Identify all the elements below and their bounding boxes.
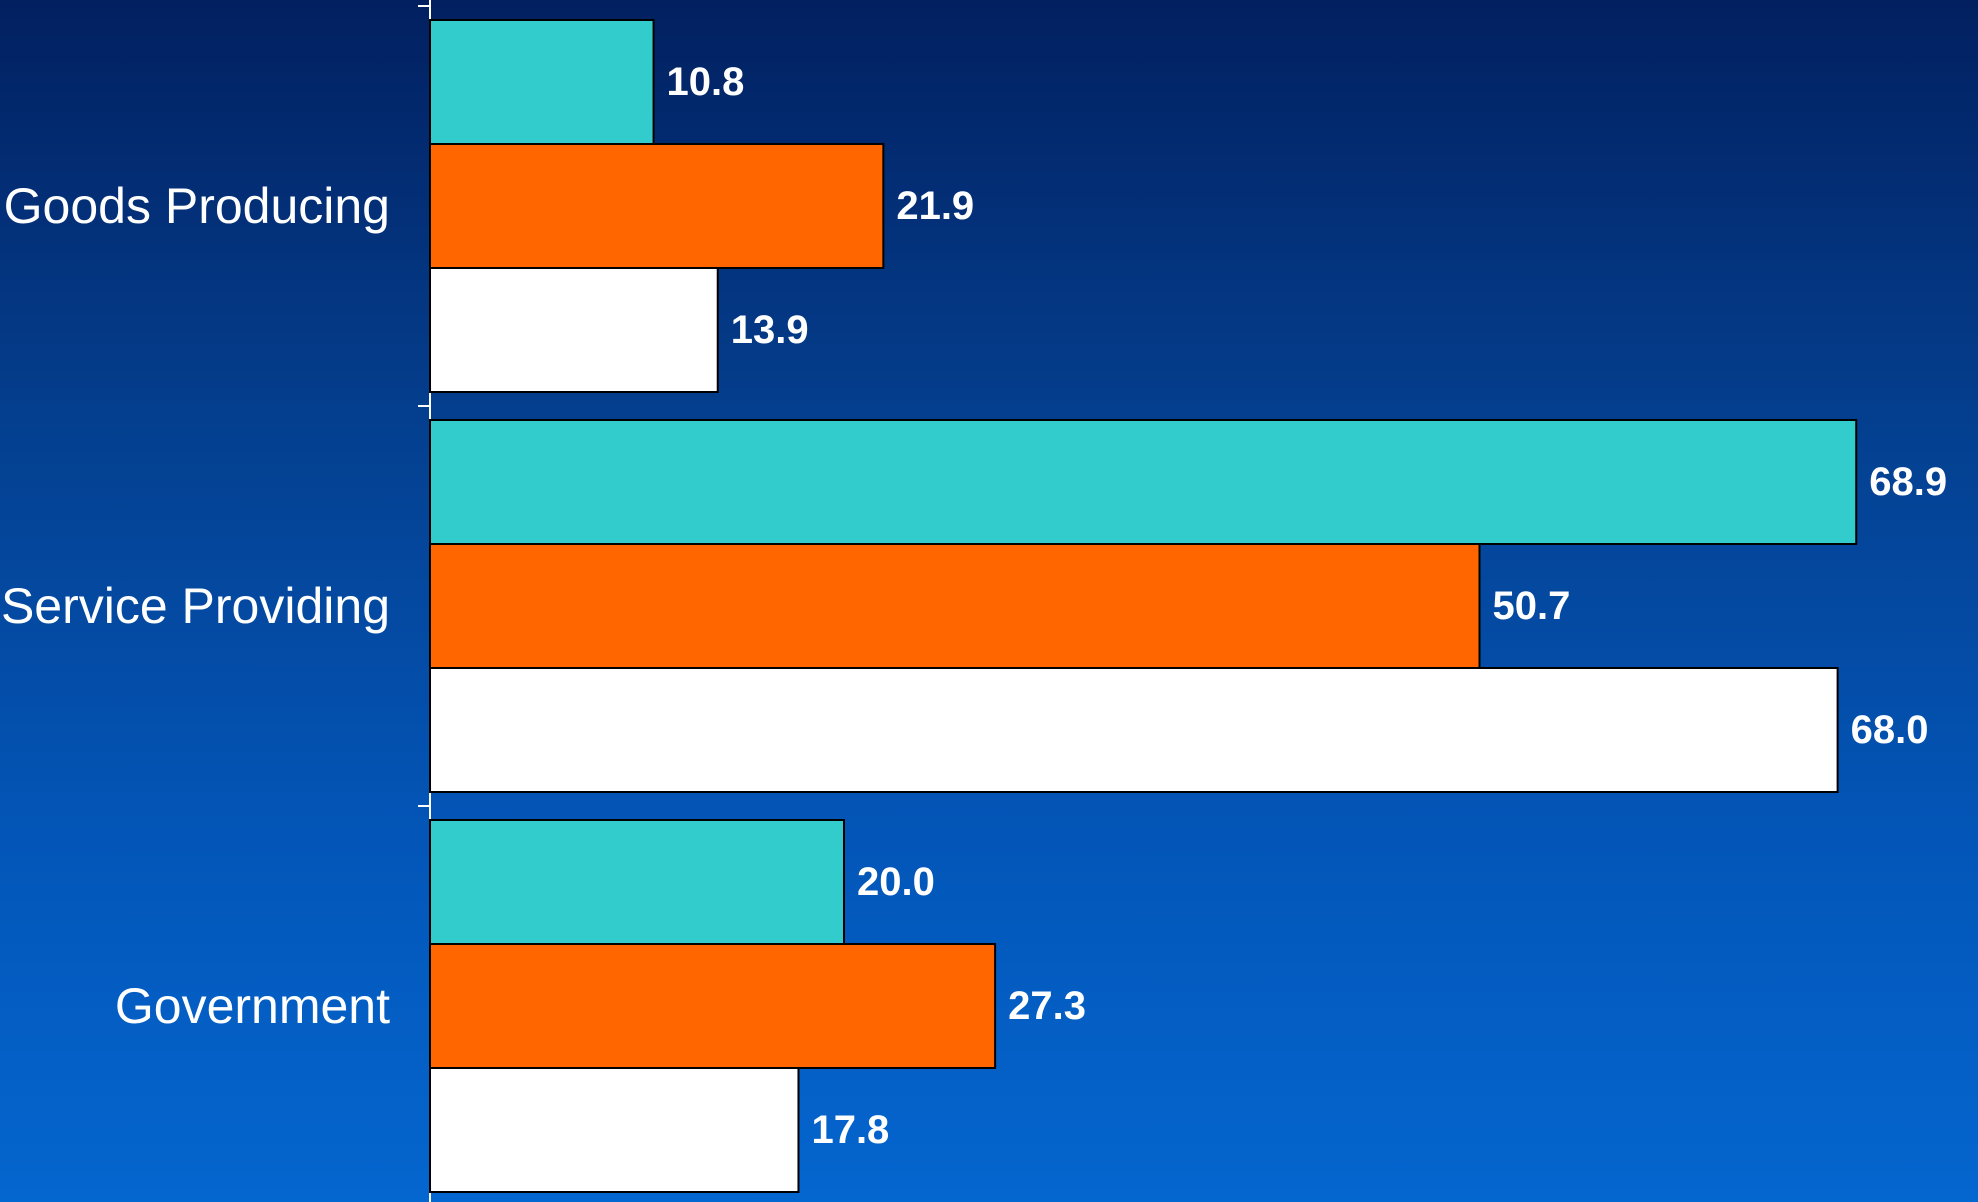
bar: [429, 419, 1858, 545]
bar: [429, 1067, 800, 1193]
bar: [429, 543, 1481, 669]
data-label: 10.8: [667, 60, 745, 104]
y-axis-group: [418, 0, 431, 1202]
data-label: 68.0: [1851, 708, 1929, 752]
bar: [429, 267, 719, 393]
data-label: 27.3: [1008, 984, 1086, 1028]
bar: [429, 819, 845, 945]
data-label: 13.9: [731, 308, 809, 352]
bar: [429, 143, 885, 269]
bar: [429, 667, 1839, 793]
bars-group: [429, 19, 1858, 1193]
data-label: 50.7: [1492, 584, 1570, 628]
category-label: Service Providing: [1, 578, 390, 634]
labels-group: Goods Producing 10.8 21.9 13.9 Service Provi…: [1, 60, 1947, 1152]
data-label: 21.9: [896, 184, 974, 228]
data-label: 68.9: [1869, 460, 1947, 504]
bar: [429, 943, 997, 1069]
data-label: 20.0: [857, 860, 935, 904]
category-label: Goods Producing: [4, 178, 390, 234]
category-label: Government: [115, 978, 390, 1034]
bar: [429, 19, 655, 145]
data-label: 17.8: [811, 1108, 889, 1152]
